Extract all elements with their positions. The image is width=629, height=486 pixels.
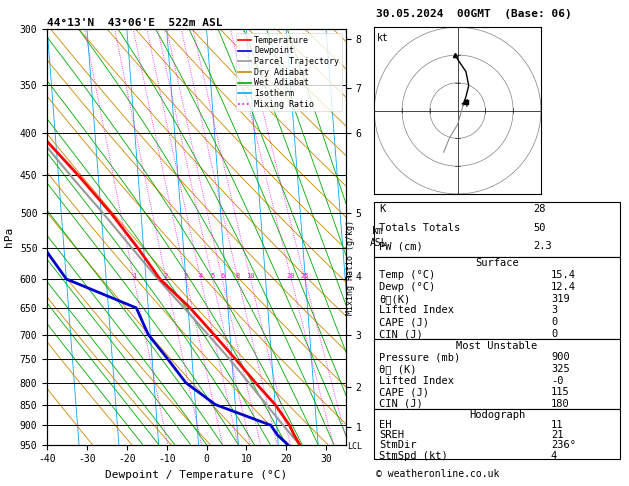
Text: θᴇ (K): θᴇ (K) (379, 364, 416, 374)
Text: StmDir: StmDir (379, 440, 416, 451)
Text: Pressure (mb): Pressure (mb) (379, 352, 460, 363)
Text: 10: 10 (246, 273, 255, 279)
Text: 21: 21 (551, 431, 564, 440)
Text: 5: 5 (210, 273, 214, 279)
Text: 15.4: 15.4 (551, 270, 576, 280)
Text: 8: 8 (236, 273, 240, 279)
Text: Totals Totals: Totals Totals (379, 223, 460, 233)
X-axis label: Dewpoint / Temperature (°C): Dewpoint / Temperature (°C) (106, 470, 287, 480)
Text: StmSpd (kt): StmSpd (kt) (379, 451, 448, 461)
Text: 20: 20 (287, 273, 296, 279)
Text: CAPE (J): CAPE (J) (379, 317, 429, 327)
Text: Hodograph: Hodograph (469, 410, 525, 420)
Y-axis label: hPa: hPa (4, 227, 14, 247)
Text: 3: 3 (184, 273, 188, 279)
Text: 11: 11 (551, 420, 564, 431)
Text: 3: 3 (551, 306, 557, 315)
Bar (374, 340, 620, 409)
Text: kt: kt (377, 33, 389, 43)
Text: 50: 50 (533, 223, 546, 233)
Text: © weatheronline.co.uk: © weatheronline.co.uk (376, 469, 499, 479)
Text: 900: 900 (551, 352, 570, 363)
Bar (374, 257, 620, 340)
Text: 236°: 236° (551, 440, 576, 451)
Text: 6: 6 (220, 273, 225, 279)
Text: 28: 28 (533, 204, 546, 214)
Text: EH: EH (379, 420, 392, 431)
Text: CAPE (J): CAPE (J) (379, 387, 429, 397)
Text: LCL: LCL (347, 442, 362, 451)
Text: Most Unstable: Most Unstable (456, 341, 538, 351)
Text: Surface: Surface (475, 259, 519, 268)
Text: SREH: SREH (379, 431, 404, 440)
Text: Lifted Index: Lifted Index (379, 306, 454, 315)
Text: CIN (J): CIN (J) (379, 399, 423, 409)
Text: 325: 325 (551, 364, 570, 374)
Text: CIN (J): CIN (J) (379, 329, 423, 339)
Text: θᴇ(K): θᴇ(K) (379, 294, 410, 304)
Bar (374, 409, 620, 459)
Text: 2: 2 (164, 273, 168, 279)
Text: -0: -0 (551, 376, 564, 385)
Text: Mixing Ratio (g/kg): Mixing Ratio (g/kg) (347, 220, 355, 315)
Text: Lifted Index: Lifted Index (379, 376, 454, 385)
Text: 0: 0 (551, 329, 557, 339)
Text: 44°13'N  43°06'E  522m ASL: 44°13'N 43°06'E 522m ASL (47, 18, 223, 28)
Text: 0: 0 (551, 317, 557, 327)
Text: Temp (°C): Temp (°C) (379, 270, 435, 280)
Text: 12.4: 12.4 (551, 282, 576, 292)
Bar (374, 202, 620, 257)
Legend: Temperature, Dewpoint, Parcel Trajectory, Dry Adiabat, Wet Adiabat, Isotherm, Mi: Temperature, Dewpoint, Parcel Trajectory… (236, 34, 342, 111)
Text: 4: 4 (551, 451, 557, 461)
Text: 180: 180 (551, 399, 570, 409)
Text: 25: 25 (301, 273, 309, 279)
Text: Dewp (°C): Dewp (°C) (379, 282, 435, 292)
Text: K: K (379, 204, 386, 214)
Y-axis label: km
ASL: km ASL (369, 226, 387, 248)
Text: PW (cm): PW (cm) (379, 241, 423, 251)
Text: 4: 4 (199, 273, 203, 279)
Text: 30.05.2024  00GMT  (Base: 06): 30.05.2024 00GMT (Base: 06) (376, 9, 572, 19)
Text: 115: 115 (551, 387, 570, 397)
Text: 1: 1 (131, 273, 136, 279)
Text: 2.3: 2.3 (533, 241, 552, 251)
Text: 319: 319 (551, 294, 570, 304)
